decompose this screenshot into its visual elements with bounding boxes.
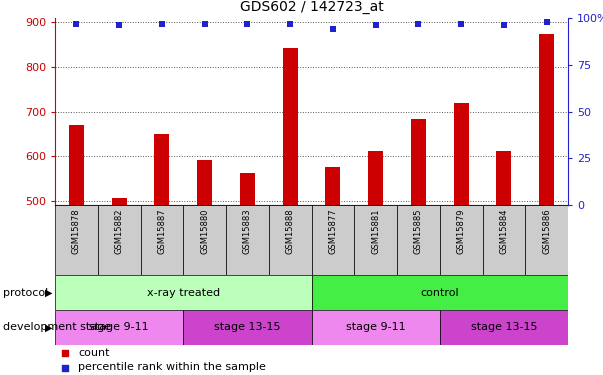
Point	[72, 21, 81, 27]
Bar	[354, 205, 397, 275]
Bar	[55, 310, 183, 345]
Text: GSM15878: GSM15878	[72, 209, 81, 254]
Bar	[440, 205, 482, 275]
Bar	[453, 104, 469, 205]
Bar	[312, 275, 568, 310]
Point	[499, 22, 509, 28]
Text: control: control	[420, 288, 459, 297]
Bar	[539, 34, 554, 205]
Text: GSM15884: GSM15884	[499, 209, 508, 254]
Point	[60, 350, 70, 356]
Bar	[496, 151, 511, 205]
Text: ▶: ▶	[45, 288, 52, 297]
Text: stage 13-15: stage 13-15	[470, 322, 537, 333]
Bar	[55, 275, 312, 310]
Bar	[482, 205, 525, 275]
Bar	[326, 167, 340, 205]
Text: GSM15887: GSM15887	[157, 209, 166, 254]
Point	[542, 19, 552, 25]
Text: count: count	[78, 348, 110, 358]
Bar	[240, 173, 255, 205]
Point	[157, 21, 166, 27]
Text: percentile rank within the sample: percentile rank within the sample	[78, 363, 266, 372]
Text: GSM15880: GSM15880	[200, 209, 209, 254]
Text: GSM15877: GSM15877	[329, 209, 337, 254]
Text: GSM15885: GSM15885	[414, 209, 423, 254]
Point	[242, 21, 252, 27]
Bar	[112, 198, 127, 205]
Text: GSM15881: GSM15881	[371, 209, 380, 254]
Text: stage 9-11: stage 9-11	[346, 322, 405, 333]
Bar	[440, 310, 568, 345]
Bar	[154, 134, 169, 205]
Bar	[411, 118, 426, 205]
Text: development stage: development stage	[3, 322, 111, 333]
Bar	[269, 205, 312, 275]
Text: stage 9-11: stage 9-11	[89, 322, 149, 333]
Bar	[183, 310, 312, 345]
Point	[285, 21, 295, 27]
Bar	[226, 205, 269, 275]
Bar	[525, 205, 568, 275]
Bar	[312, 205, 354, 275]
Point	[414, 21, 423, 27]
Point	[60, 364, 70, 370]
Title: GDS602 / 142723_at: GDS602 / 142723_at	[239, 0, 384, 14]
Text: GSM15879: GSM15879	[456, 209, 466, 254]
Text: protocol: protocol	[3, 288, 48, 297]
Text: x-ray treated: x-ray treated	[147, 288, 220, 297]
Point	[456, 21, 466, 27]
Point	[328, 26, 338, 32]
Text: ▶: ▶	[45, 322, 52, 333]
Bar	[69, 125, 84, 205]
Bar	[183, 205, 226, 275]
Bar	[197, 160, 212, 205]
Bar	[397, 205, 440, 275]
Bar	[312, 310, 440, 345]
Text: GSM15882: GSM15882	[115, 209, 124, 254]
Bar	[55, 205, 98, 275]
Bar	[98, 205, 140, 275]
Text: GSM15888: GSM15888	[286, 209, 295, 254]
Point	[371, 22, 380, 28]
Point	[115, 22, 124, 28]
Bar	[140, 205, 183, 275]
Text: stage 13-15: stage 13-15	[214, 322, 280, 333]
Point	[200, 21, 209, 27]
Text: GSM15883: GSM15883	[243, 209, 252, 254]
Text: GSM15886: GSM15886	[542, 209, 551, 254]
Bar	[368, 151, 383, 205]
Bar	[283, 48, 298, 205]
